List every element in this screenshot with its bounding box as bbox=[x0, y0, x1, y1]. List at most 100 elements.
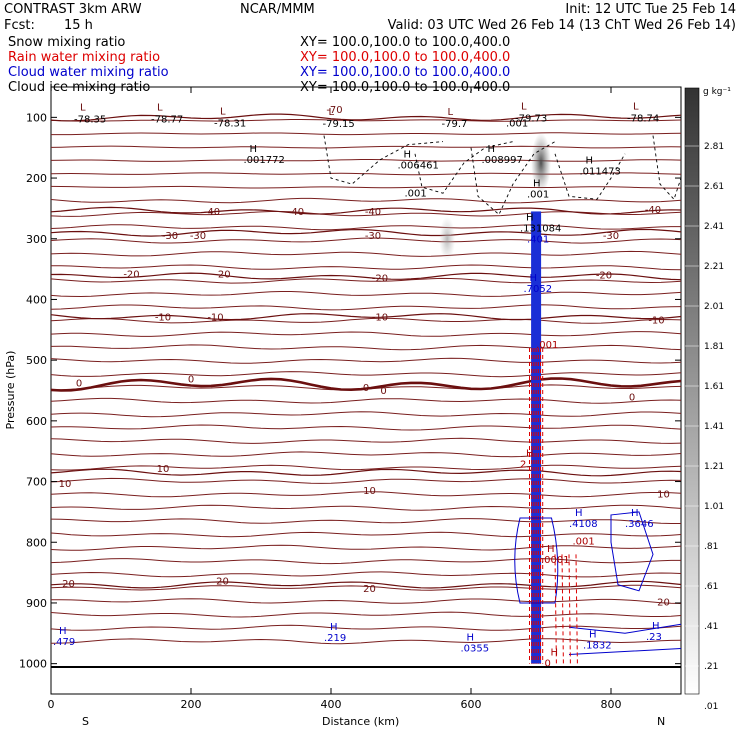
isotherm-line bbox=[51, 225, 681, 230]
forecast-value: 15 h bbox=[64, 18, 93, 33]
isotherm-label: 0 bbox=[188, 374, 194, 385]
cloud-water-high-marker: H bbox=[467, 632, 475, 643]
low-marker: L bbox=[633, 102, 639, 113]
isotherm-label: -10 bbox=[207, 312, 223, 323]
model-title: CONTRAST 3km ARW bbox=[4, 2, 142, 17]
isotherm-line bbox=[51, 133, 681, 135]
field-name-rain: Rain water mixing ratio bbox=[8, 50, 160, 65]
isotherm-line bbox=[51, 398, 681, 403]
isotherm-line bbox=[51, 305, 681, 310]
isotherm-line bbox=[51, 478, 681, 483]
colorbar-label: .41 bbox=[704, 622, 718, 632]
rain-contour bbox=[576, 554, 577, 663]
x-tick-label: 400 bbox=[321, 698, 342, 711]
isotherm-line bbox=[51, 251, 681, 256]
contour-label: .001 bbox=[536, 340, 558, 351]
isotherm-line bbox=[51, 358, 681, 363]
field-xy-snow: XY= 100.0,100.0 to 100.0,400.0 bbox=[300, 35, 510, 50]
cloud-water-high-marker: H bbox=[59, 626, 67, 637]
isotherm-10 bbox=[51, 469, 681, 476]
isotherm-label: 10 bbox=[363, 486, 376, 497]
cross-section-chart: CONTRAST 3km ARW NCAR/MMM Init: 12 UTC T… bbox=[0, 0, 740, 740]
isotherm-line bbox=[51, 332, 681, 337]
cloud-water-high-marker: H bbox=[530, 273, 538, 284]
colorbar-label: .21 bbox=[704, 662, 718, 672]
cloud-water-high-value: .7052 bbox=[524, 284, 553, 295]
isotherm-label: 10 bbox=[59, 479, 72, 490]
isotherm-line bbox=[51, 372, 681, 377]
snow-core-faint bbox=[439, 217, 455, 261]
cloud-water-high-value: .23 bbox=[646, 632, 662, 643]
rain-high-marker: H bbox=[551, 648, 559, 659]
south-label: S bbox=[82, 715, 89, 728]
field-name-cloud-water: Cloud water mixing ratio bbox=[8, 65, 169, 80]
isotherm-label: 10 bbox=[157, 464, 170, 475]
isotherm-label: -20 bbox=[214, 269, 230, 280]
low-marker: L bbox=[448, 107, 454, 118]
isotherm-line bbox=[51, 186, 681, 188]
forecast-label: Fcst: bbox=[4, 18, 35, 33]
field-name-snow: Snow mixing ratio bbox=[8, 35, 125, 50]
snow-high-value: .006461 bbox=[398, 160, 439, 171]
isotherm-line bbox=[51, 452, 681, 457]
snow-high-value: .001 bbox=[527, 189, 549, 200]
cloud-water-high-value: .4108 bbox=[569, 519, 598, 530]
low-marker: L bbox=[329, 107, 335, 118]
low-value: -79.7 bbox=[442, 119, 468, 130]
rain-contour bbox=[569, 554, 570, 663]
ice-contour bbox=[653, 136, 681, 200]
colorbar-ramp bbox=[685, 88, 699, 694]
colorbar-label: .01 bbox=[704, 702, 718, 712]
isotherm-line bbox=[51, 612, 681, 617]
isotherm-label: -40 bbox=[645, 205, 661, 216]
isotherm-label: -30 bbox=[603, 231, 619, 242]
colorbar: g kg⁻¹ 2.81 2.61 2.41 2.21 2.01 1.81 1.61 1.41 1… bbox=[685, 87, 731, 712]
x-tick-label: 0 bbox=[48, 698, 55, 711]
isotherm-label: 0 bbox=[363, 383, 369, 394]
y-tick-label: 1000 bbox=[19, 658, 47, 671]
isotherm-line bbox=[51, 599, 681, 604]
contour-label: .001 bbox=[405, 188, 427, 199]
y-tick-label: 900 bbox=[26, 597, 47, 610]
colorbar-label: 1.41 bbox=[704, 422, 724, 432]
isotherm-label: 0 bbox=[380, 386, 386, 397]
x-tick-label: 200 bbox=[181, 698, 202, 711]
cloud-water-high-value: .1832 bbox=[583, 640, 612, 651]
isotherm-line bbox=[51, 292, 681, 297]
isotherm-label: -40 bbox=[204, 207, 220, 218]
isotherm-label: -20 bbox=[123, 269, 139, 280]
isotherm-label: -10 bbox=[648, 315, 664, 326]
isotherm-label: 0 bbox=[76, 379, 82, 390]
isotherm-label: -30 bbox=[162, 231, 178, 242]
snow-high-value: .008997 bbox=[482, 155, 523, 166]
snow-high-marker: H bbox=[533, 178, 541, 189]
isotherm-line bbox=[51, 465, 681, 470]
y-axis-title: Pressure (hPa) bbox=[4, 351, 17, 430]
isotherm-label: -30 bbox=[365, 231, 381, 242]
isotherm-label: -40 bbox=[288, 207, 304, 218]
isotherm-label: -10 bbox=[372, 312, 388, 323]
low-value: -78.74 bbox=[627, 114, 659, 125]
isotherm-label: -30 bbox=[190, 231, 206, 242]
snow-high-marker: H bbox=[488, 144, 496, 155]
colorbar-unit: g kg⁻¹ bbox=[703, 87, 731, 97]
isotherm-line bbox=[51, 265, 681, 270]
isotherm-label: 20 bbox=[363, 584, 376, 595]
rain-contour bbox=[562, 554, 563, 663]
x-tick-label: 800 bbox=[601, 698, 622, 711]
cloud-water-high-value: .219 bbox=[324, 633, 346, 644]
rain-high-value: .0001 bbox=[541, 555, 570, 566]
y-tick-label: 300 bbox=[26, 233, 47, 246]
low-value: -79.15 bbox=[323, 119, 355, 130]
y-tick-label: 400 bbox=[26, 293, 47, 306]
colorbar-label: 1.21 bbox=[704, 462, 724, 472]
isotherm-label: 20 bbox=[216, 576, 229, 587]
x-axis-title: Distance (km) bbox=[322, 715, 399, 728]
cloud-water-high-value: .3646 bbox=[625, 519, 654, 530]
isotherm-label: -40 bbox=[365, 207, 381, 218]
isotherm-label: 20 bbox=[62, 579, 75, 590]
valid-time: Valid: 03 UTC Wed 26 Feb 14 (13 ChT Wed … bbox=[388, 18, 736, 33]
isotherm--20 bbox=[51, 273, 681, 280]
cloud-water-high-marker: H bbox=[631, 508, 639, 519]
colorbar-label: 1.81 bbox=[704, 342, 724, 352]
